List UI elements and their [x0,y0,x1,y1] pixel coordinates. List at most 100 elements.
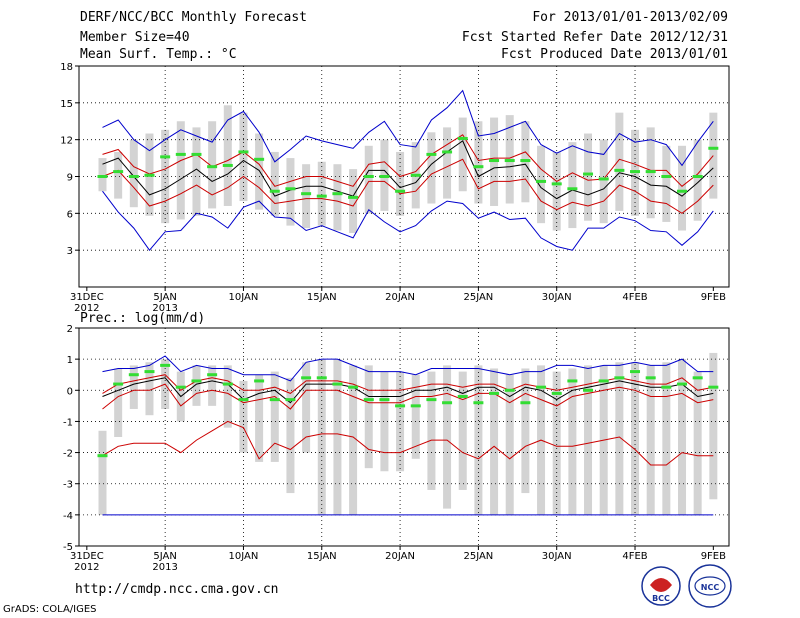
observed-marker [520,401,531,405]
forecast-started-date: Fcst Started Refer Date 2012/12/31 [461,30,728,45]
observed-marker [630,170,641,174]
observed-marker [457,136,468,140]
observed-marker [489,159,500,163]
observed-marker [551,391,562,395]
x-tick-year-label: 2012 [74,303,99,314]
spread-bar [490,368,499,515]
observed-marker [536,385,547,389]
observed-marker [128,373,139,377]
spread-bar [427,132,436,204]
spread-bar [176,121,185,220]
spread-bar [615,112,624,211]
spread-bar [380,371,389,472]
x-tick-label: 10JAN [229,292,259,303]
observed-marker [113,170,124,174]
spread-bar [302,362,311,453]
observed-marker [520,159,531,163]
spread-bar [521,368,530,494]
observed-marker [677,189,688,193]
observed-marker [97,175,108,178]
spread-bar [286,377,295,494]
y-tick-label: -3 [63,480,73,491]
spread-bar [693,371,702,515]
y-tick-label: 15 [60,99,73,110]
x-tick-label: 10JAN [229,551,259,562]
observed-marker [144,370,155,374]
chart-title: DERF/NCC/BCC Monthly Forecast [80,10,307,25]
y-tick-label: 9 [67,173,73,184]
series-line-pct-low [102,383,714,410]
spread-bar [145,362,154,416]
spread-bar [552,151,561,231]
observed-marker [692,376,703,380]
observed-marker [442,150,453,154]
observed-marker [363,175,374,178]
observed-marker [598,177,609,181]
spread-bar [255,374,264,462]
spread-bar [396,371,405,472]
x-tick-label: 9FEB [701,551,726,562]
spread-bar [427,371,436,490]
observed-marker [348,195,359,199]
observed-marker [160,155,171,159]
observed-marker [348,385,359,389]
series-line-pct-low-2 [102,420,714,466]
spread-bar [458,117,467,192]
observed-marker [285,398,296,402]
spread-bar [349,169,358,233]
observed-marker [504,388,515,392]
observed-marker [410,404,421,408]
series-line-max [102,355,714,382]
observed-marker [207,165,218,169]
observed-marker [614,168,625,172]
observed-marker [301,192,312,196]
observed-marker [473,401,484,405]
x-tick-year-label: 2013 [152,562,177,573]
observed-marker [332,192,343,196]
y-tick-label: -2 [63,449,73,460]
bcc-logo-mark [650,578,672,592]
observed-marker [113,382,124,386]
series-line-max [102,89,714,167]
observed-marker [567,187,578,191]
series-line-pct-high [102,374,714,394]
spread-bar [239,112,248,202]
y-tick-label: -5 [63,542,73,553]
observed-marker [332,382,343,386]
series-line-pct-low [102,158,714,214]
y-tick-label: -1 [63,417,73,428]
observed-marker [395,189,406,193]
spread-bar [709,352,718,500]
x-tick-label: 15JAN [307,292,337,303]
observed-marker [692,175,703,178]
forecast-period: For 2013/01/01-2013/02/09 [532,10,728,25]
spread-bar [208,121,217,209]
x-tick-label: 15JAN [307,551,337,562]
observed-marker [379,398,390,402]
y-tick-label: 1 [67,355,73,366]
bcc-logo-label: BCC [652,594,670,603]
spread-bar [223,365,232,428]
observed-marker [379,175,390,178]
observed-marker [301,376,312,380]
x-tick-label: 9FEB [701,292,726,303]
observed-marker [254,157,265,161]
series-line-pct-high [102,134,714,187]
observed-marker [708,146,719,150]
spread-bar [317,161,326,226]
observed-marker [222,163,233,167]
spread-bar [364,145,373,214]
spread-bar [270,151,279,216]
x-tick-label: 30JAN [542,551,572,562]
observed-marker [457,395,468,399]
spread-bar [129,139,138,208]
x-tick-label: 5JAN [153,292,176,303]
spread-bar [255,133,264,210]
observed-marker [128,175,139,178]
forecast-produced-date: Fcst Produced Date 2013/01/01 [501,47,728,62]
plot-frame [78,327,730,547]
observed-marker [144,173,155,177]
spread-bar [411,374,420,459]
